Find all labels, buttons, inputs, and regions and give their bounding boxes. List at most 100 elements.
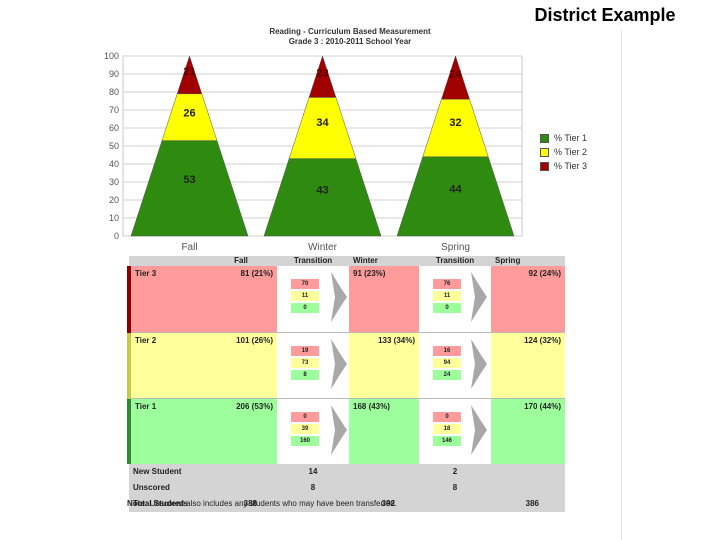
cell-spring-tier1: 170 (44%) xyxy=(491,397,565,464)
tier-pyramid-chart: 0 10 20 30 40 50 60 70 80 90 100 53 26 21 43 34 23 44 32 2… xyxy=(104,51,523,253)
legend-label-tier3: % Tier 3 xyxy=(554,161,588,171)
header-fall: Fall xyxy=(205,256,277,266)
note-prefix: Note: xyxy=(127,499,148,508)
cell-unscored-winter xyxy=(349,480,419,496)
transition-box: 16 94 24 xyxy=(433,345,461,382)
header-spring: Spring xyxy=(491,256,565,266)
x-tick-label: Winter xyxy=(308,242,338,253)
cell-spring-tier2: 124 (32%) xyxy=(491,331,565,398)
transition-value-to-tier1: 0 xyxy=(291,303,319,313)
cell-unscored-trans2: 8 xyxy=(419,480,491,496)
header-blank xyxy=(129,256,205,266)
data-label-spring-tier3: 24 xyxy=(449,68,462,80)
header-transition-2: Transition xyxy=(419,256,491,266)
data-label-spring-tier2: 32 xyxy=(449,117,461,129)
transition-box: 19 73 8 xyxy=(291,345,319,382)
y-tick-label: 10 xyxy=(109,213,119,223)
x-tick-label: Fall xyxy=(181,242,197,253)
transition-box: 0 18 146 xyxy=(433,411,461,448)
transition-arrow-icon xyxy=(331,404,347,455)
chart-legend: % Tier 1 % Tier 2 % Tier 3 xyxy=(540,131,587,173)
cell-total-spring: 386 xyxy=(491,496,565,512)
transition-1-tier1: 0 39 160 xyxy=(277,397,349,464)
data-label-winter-tier2: 34 xyxy=(316,117,329,129)
transition-value-to-tier1: 0 xyxy=(433,303,461,313)
transition-1-tier3: 70 11 0 xyxy=(277,266,349,332)
cell-winter-tier1: 168 (43%) xyxy=(349,397,419,464)
y-tick-label: 30 xyxy=(109,177,119,187)
transition-2-tier1: 0 18 146 xyxy=(419,397,491,464)
cell-total-fall: 388 xyxy=(205,496,277,512)
table-row-new-student: New Student 14 2 xyxy=(129,464,565,480)
transition-value-to-tier3: 76 xyxy=(433,279,461,289)
cell-unscored-fall xyxy=(205,480,277,496)
row-label-total: Total Students xyxy=(129,496,205,512)
y-tick-label: 70 xyxy=(109,105,119,115)
row-label-tier3: Tier 3 xyxy=(127,266,205,332)
legend-swatch-tier2 xyxy=(540,147,549,157)
transition-arrow-icon xyxy=(471,338,487,389)
chart-title: Reading - Curriculum Based Measurement G… xyxy=(240,27,460,47)
y-tick-label: 20 xyxy=(109,195,119,205)
legend-item-tier3: % Tier 3 xyxy=(540,159,587,173)
legend-label-tier1: % Tier 1 xyxy=(554,133,588,143)
transition-value-to-tier2: 73 xyxy=(291,357,319,368)
transition-value-to-tier2: 11 xyxy=(291,291,319,301)
y-tick-label: 80 xyxy=(109,87,119,97)
cell-new-student-trans2: 2 xyxy=(419,464,491,480)
transition-value-to-tier3: 19 xyxy=(291,345,319,356)
cell-unscored-spring xyxy=(491,480,565,496)
data-label-fall-tier3: 21 xyxy=(183,66,195,78)
table-row-tier3: Tier 3 81 (21%) 70 11 0 91 (23%) 76 11 0 xyxy=(127,266,565,332)
transition-1-tier2: 19 73 8 xyxy=(277,331,349,398)
legend-item-tier2: % Tier 2 xyxy=(540,145,587,159)
legend-swatch-tier3 xyxy=(540,161,549,171)
table-row-tier2: Tier 2 101 (26%) 19 73 8 133 (34%) 16 94… xyxy=(127,331,565,398)
transition-arrow-icon xyxy=(471,272,487,322)
row-label-tier2: Tier 2 xyxy=(127,331,205,398)
transition-box: 0 39 160 xyxy=(291,411,319,448)
y-tick-label: 60 xyxy=(109,123,119,133)
table-row-tier1: Tier 1 206 (53%) 0 39 160 168 (43%) 0 18… xyxy=(127,397,565,464)
table-header-row: Fall Transition Winter Transition Spring xyxy=(129,256,565,266)
cell-total-trans1 xyxy=(277,496,349,512)
transition-value-to-tier3: 70 xyxy=(291,279,319,289)
transition-value-to-tier1: 24 xyxy=(433,369,461,380)
table-note: Note: Unscored also includes any student… xyxy=(127,499,397,508)
y-tick-label: 0 xyxy=(114,231,119,241)
cell-spring-tier3: 92 (24%) xyxy=(491,266,565,332)
cell-fall-tier1: 206 (53%) xyxy=(205,397,277,464)
data-label-spring-tier1: 44 xyxy=(449,183,462,195)
cell-fall-tier3: 81 (21%) xyxy=(205,266,277,332)
transition-value-to-tier2: 94 xyxy=(433,357,461,368)
data-label-fall-tier1: 53 xyxy=(183,174,195,186)
x-tick-label: Spring xyxy=(441,242,470,253)
data-label-winter-tier3: 23 xyxy=(316,68,328,80)
chart-title-main: Reading - Curriculum Based Measurement xyxy=(269,27,431,36)
y-tick-label: 100 xyxy=(104,51,119,61)
transition-value-to-tier3: 0 xyxy=(433,411,461,422)
transition-table: Fall Transition Winter Transition Spring… xyxy=(127,256,565,512)
transition-2-tier2: 16 94 24 xyxy=(419,331,491,398)
cell-new-student-fall xyxy=(205,464,277,480)
transition-value-to-tier2: 18 xyxy=(433,423,461,434)
cell-fall-tier2: 101 (26%) xyxy=(205,331,277,398)
transition-box: 70 11 0 xyxy=(291,279,319,315)
row-label-unscored: Unscored xyxy=(129,480,205,496)
legend-label-tier2: % Tier 2 xyxy=(554,147,588,157)
divider-line xyxy=(621,30,622,540)
data-label-fall-tier2: 26 xyxy=(183,108,195,120)
transition-2-tier3: 76 11 0 xyxy=(419,266,491,332)
row-label-tier1: Tier 1 xyxy=(127,397,205,464)
transition-value-to-tier2: 11 xyxy=(433,291,461,301)
header-transition-1: Transition xyxy=(277,256,349,266)
cell-winter-tier2: 133 (34%) xyxy=(349,331,419,398)
transition-value-to-tier1: 160 xyxy=(291,435,319,446)
cell-total-trans2 xyxy=(419,496,491,512)
segment-fall-tier3 xyxy=(176,55,203,95)
transition-value-to-tier2: 39 xyxy=(291,423,319,434)
transition-value-to-tier1: 146 xyxy=(433,435,461,446)
transition-value-to-tier3: 16 xyxy=(433,345,461,356)
table-row-total: Total Students 388 392 386 xyxy=(129,496,565,512)
cell-new-student-winter xyxy=(349,464,419,480)
